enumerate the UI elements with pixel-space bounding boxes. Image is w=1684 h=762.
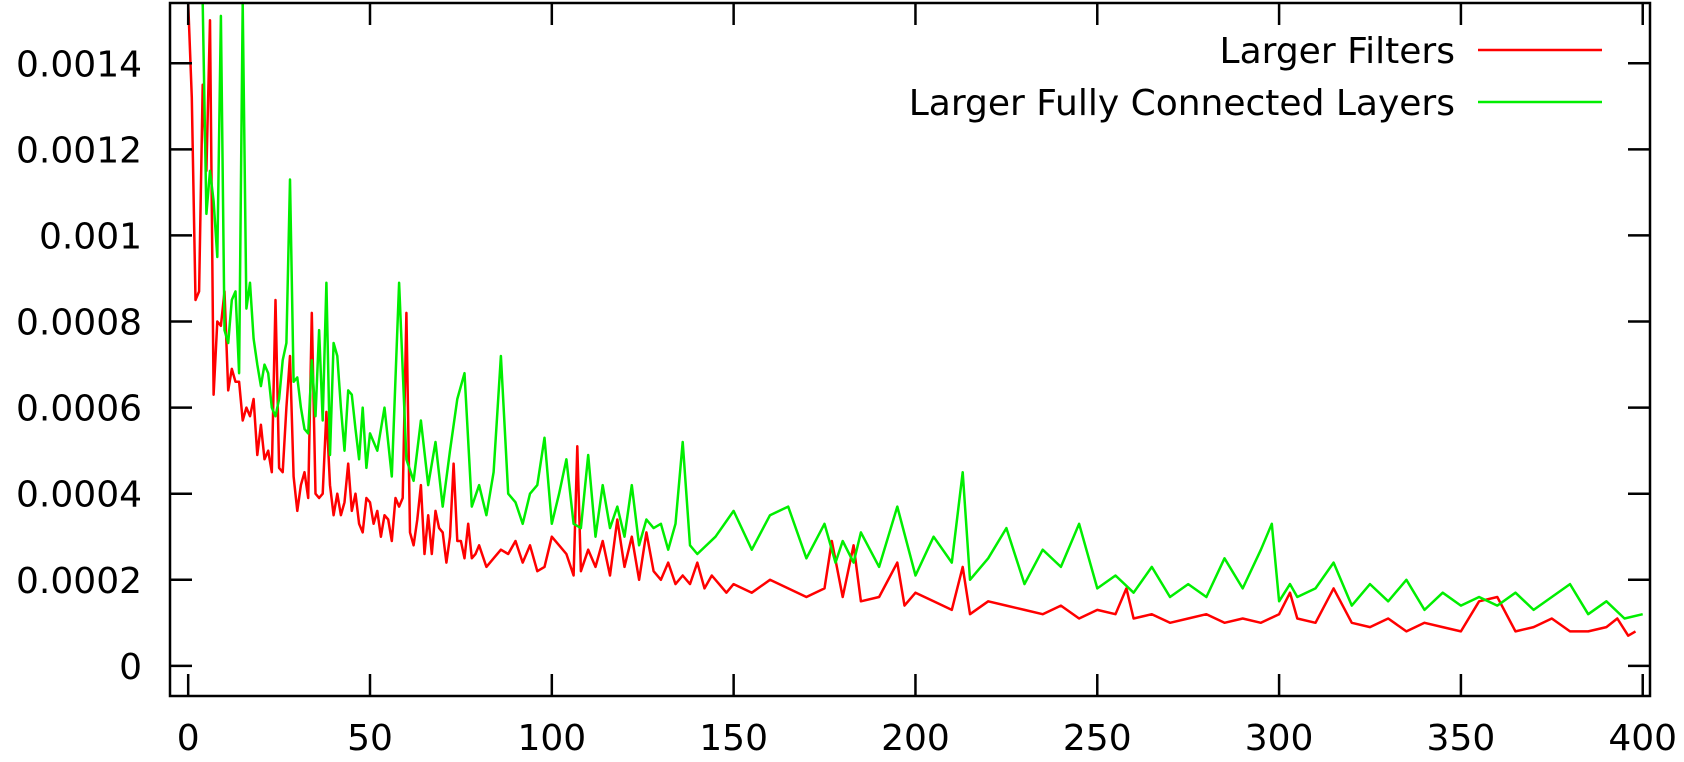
legend-label-2: Larger Fully Connected Layers xyxy=(909,83,1455,124)
y-tick-label: 0.0006 xyxy=(16,389,142,430)
series-line-2 xyxy=(201,1,1643,620)
x-tick-label: 50 xyxy=(347,718,393,759)
y-tick-label: 0.0008 xyxy=(16,303,142,344)
x-tick-label: 300 xyxy=(1245,718,1314,759)
series-line-1 xyxy=(186,2,1637,637)
y-axis: 0 0.0002 0.0004 0.0006 0.0008 0.001 0.0012 0.00… xyxy=(16,44,1650,688)
x-axis: 0 50 100 150 200 250 300 350 400 xyxy=(177,3,1677,759)
x-tick-label: 100 xyxy=(517,718,586,759)
x-tick-label: 0 xyxy=(177,718,200,759)
x-tick-label: 400 xyxy=(1608,718,1677,759)
legend-label-1: Larger Filters xyxy=(1220,31,1455,72)
y-tick-label: 0.0002 xyxy=(16,561,142,602)
y-tick-label: 0.001 xyxy=(39,216,142,257)
legend: Larger Filters Larger Fully Connected Lay… xyxy=(909,31,1602,124)
y-tick-label: 0 xyxy=(119,647,142,688)
x-tick-label: 150 xyxy=(699,718,768,759)
x-tick-label: 350 xyxy=(1427,718,1496,759)
y-tick-label: 0.0004 xyxy=(16,475,142,516)
plot-frame xyxy=(168,1,1652,698)
x-tick-label: 200 xyxy=(881,718,950,759)
x-tick-label: 250 xyxy=(1063,718,1132,759)
y-tick-label: 0.0014 xyxy=(16,44,142,85)
series-layer xyxy=(186,1,1643,637)
y-tick-label: 0.0012 xyxy=(16,130,142,171)
